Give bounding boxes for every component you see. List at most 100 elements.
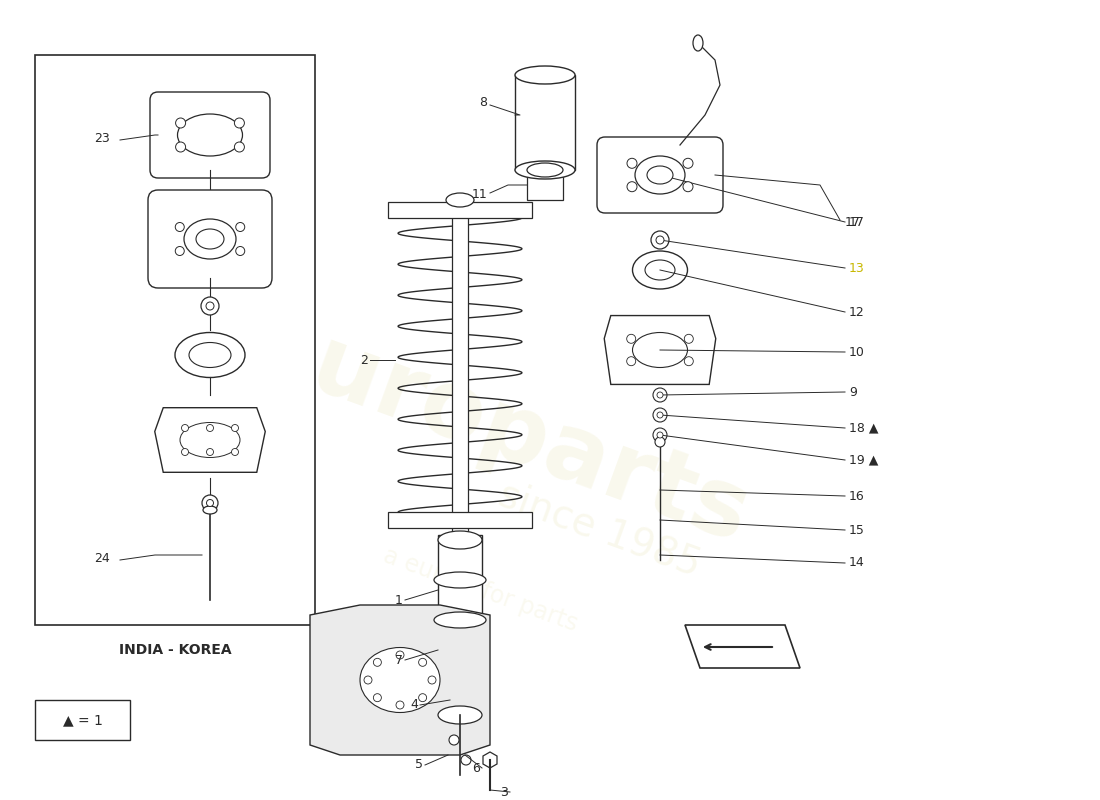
Ellipse shape (635, 156, 685, 194)
Ellipse shape (632, 333, 688, 367)
Ellipse shape (515, 161, 575, 179)
Text: 16: 16 (849, 490, 865, 502)
Circle shape (651, 231, 669, 249)
Text: 10: 10 (849, 346, 865, 358)
Circle shape (627, 158, 637, 168)
Text: 9: 9 (849, 386, 857, 398)
Text: 2: 2 (360, 354, 368, 366)
Ellipse shape (360, 647, 440, 713)
Text: europarts: europarts (239, 298, 761, 562)
Circle shape (175, 222, 185, 231)
Ellipse shape (527, 163, 563, 177)
Circle shape (231, 449, 239, 455)
Ellipse shape (438, 706, 482, 724)
Circle shape (653, 428, 667, 442)
Circle shape (364, 676, 372, 684)
Circle shape (235, 222, 244, 231)
Bar (452, 200, 468, 540)
Text: 17: 17 (845, 215, 861, 229)
Bar (438, 535, 482, 715)
Text: 11: 11 (471, 189, 487, 202)
Ellipse shape (177, 114, 242, 156)
Text: ▲ = 1: ▲ = 1 (63, 713, 102, 727)
Circle shape (419, 658, 427, 666)
Circle shape (202, 495, 218, 511)
Text: INDIA - KOREA: INDIA - KOREA (119, 643, 231, 657)
Ellipse shape (180, 422, 240, 458)
Circle shape (234, 142, 244, 152)
Ellipse shape (175, 333, 245, 378)
Circle shape (461, 755, 471, 765)
Circle shape (373, 694, 382, 702)
Ellipse shape (446, 193, 474, 207)
Circle shape (231, 425, 239, 431)
Bar (35, 700, 130, 740)
Text: 7: 7 (395, 654, 403, 666)
Circle shape (449, 735, 459, 745)
Polygon shape (310, 605, 490, 755)
Circle shape (428, 676, 436, 684)
Polygon shape (685, 625, 800, 668)
Text: 19 ▲: 19 ▲ (849, 454, 879, 466)
Ellipse shape (330, 625, 470, 735)
Circle shape (684, 334, 693, 343)
Circle shape (653, 408, 667, 422)
Circle shape (207, 449, 213, 455)
Polygon shape (483, 752, 497, 768)
Polygon shape (604, 315, 716, 385)
Circle shape (373, 658, 382, 666)
Text: 17: 17 (849, 215, 865, 229)
Text: 14: 14 (849, 557, 865, 570)
Circle shape (206, 302, 214, 310)
Bar (515, 75, 575, 170)
Circle shape (207, 425, 213, 431)
Ellipse shape (204, 506, 217, 514)
Circle shape (657, 392, 663, 398)
Text: 13: 13 (849, 262, 865, 274)
Circle shape (176, 118, 186, 128)
Circle shape (653, 388, 667, 402)
Ellipse shape (196, 229, 224, 249)
Circle shape (182, 425, 188, 431)
Circle shape (684, 357, 693, 366)
Text: 5: 5 (415, 758, 424, 771)
Bar (527, 170, 563, 200)
Circle shape (657, 412, 663, 418)
Text: 1: 1 (395, 594, 403, 606)
Circle shape (207, 499, 213, 506)
Ellipse shape (434, 572, 486, 588)
Circle shape (201, 297, 219, 315)
Text: 6: 6 (472, 762, 480, 774)
Text: 24: 24 (95, 551, 110, 565)
Ellipse shape (632, 251, 688, 289)
Circle shape (657, 432, 663, 438)
Ellipse shape (184, 219, 236, 259)
Circle shape (627, 357, 636, 366)
Bar (388, 202, 532, 218)
Bar (35, 55, 315, 625)
Circle shape (627, 334, 636, 343)
Text: 4: 4 (410, 698, 418, 711)
Text: 23: 23 (95, 131, 110, 145)
Circle shape (176, 142, 186, 152)
Circle shape (182, 449, 188, 455)
Ellipse shape (438, 531, 482, 549)
Circle shape (396, 701, 404, 709)
Circle shape (234, 118, 244, 128)
Circle shape (235, 246, 244, 255)
Ellipse shape (647, 166, 673, 184)
Text: 3: 3 (500, 786, 508, 798)
Ellipse shape (515, 66, 575, 84)
Ellipse shape (693, 35, 703, 51)
FancyBboxPatch shape (148, 190, 272, 288)
Circle shape (627, 182, 637, 192)
Circle shape (654, 437, 666, 447)
Ellipse shape (645, 260, 675, 280)
Ellipse shape (189, 342, 231, 367)
Bar (388, 512, 532, 528)
Ellipse shape (434, 612, 486, 628)
Text: 15: 15 (849, 523, 865, 537)
Text: since 1985: since 1985 (494, 476, 706, 584)
Circle shape (396, 651, 404, 659)
Circle shape (656, 236, 664, 244)
